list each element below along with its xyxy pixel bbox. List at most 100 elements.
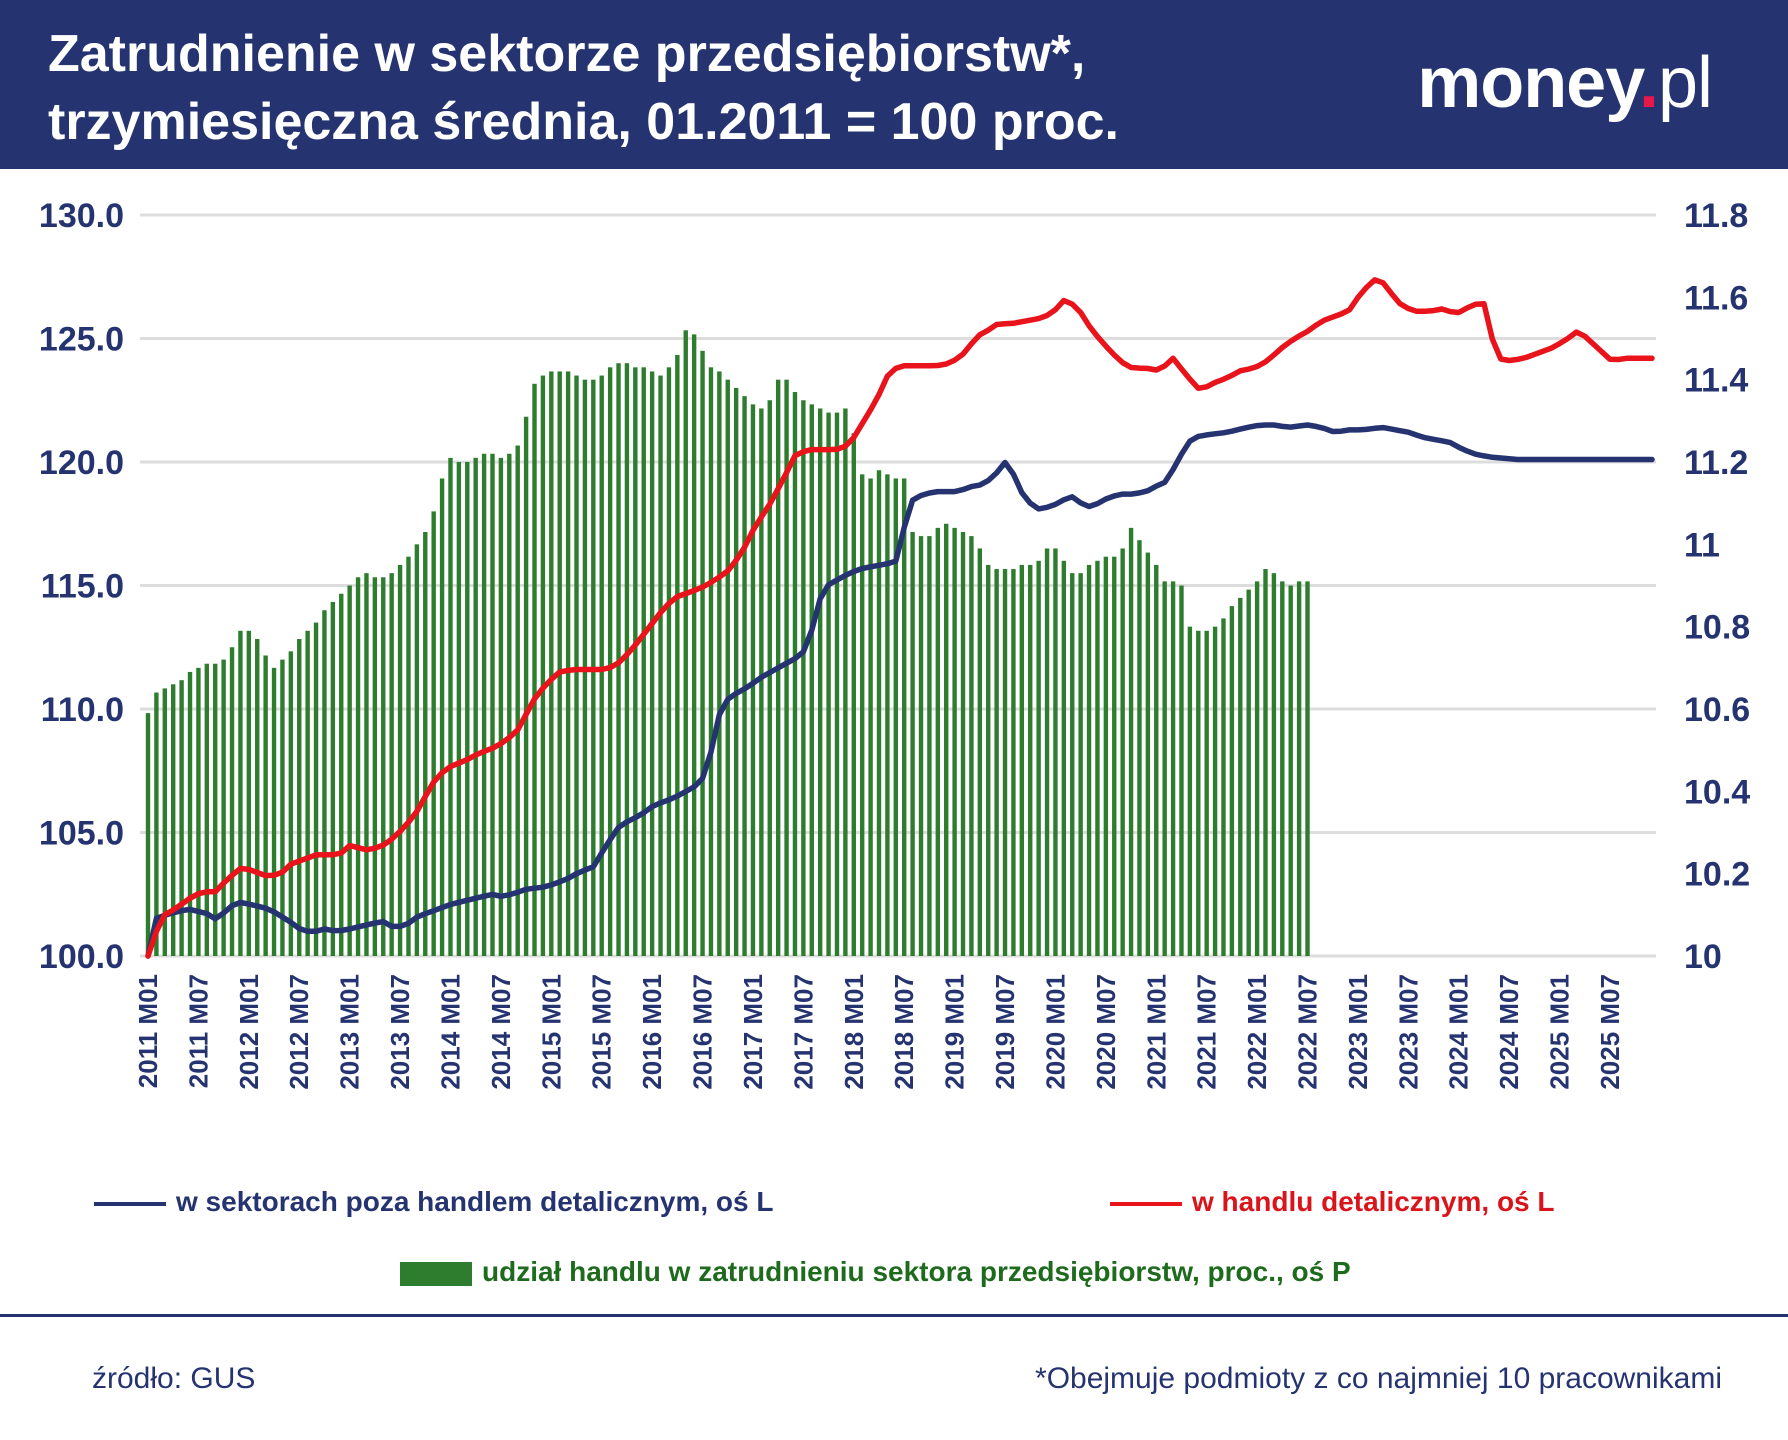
bar bbox=[1170, 581, 1176, 956]
bar bbox=[364, 573, 369, 956]
right-axis-tick-label: 10 bbox=[1684, 938, 1722, 976]
bar bbox=[1196, 630, 1201, 956]
x-axis-tick-label: 2014 M01 bbox=[435, 974, 465, 1090]
bar bbox=[229, 647, 235, 956]
bar bbox=[700, 350, 705, 957]
bar bbox=[540, 375, 546, 956]
x-axis-tick-label: 2018 M07 bbox=[889, 974, 919, 1090]
right-axis-tick-label: 11.8 bbox=[1684, 197, 1748, 235]
bar bbox=[1271, 573, 1277, 956]
bar bbox=[1162, 581, 1167, 956]
bar bbox=[1137, 540, 1142, 956]
footer-divider bbox=[0, 1314, 1788, 1317]
footnote: *Obejmuje podmioty z co najmniej 10 prac… bbox=[1035, 1362, 1722, 1395]
bar bbox=[1229, 606, 1235, 956]
x-axis-tick-label: 2023 M07 bbox=[1393, 974, 1423, 1090]
bar bbox=[557, 371, 562, 956]
bar bbox=[691, 334, 697, 957]
bar bbox=[372, 577, 378, 956]
bar bbox=[1212, 626, 1218, 956]
legend-green-swatch bbox=[400, 1261, 472, 1286]
bar bbox=[523, 416, 529, 956]
x-axis-tick-label: 2022 M07 bbox=[1293, 974, 1323, 1090]
x-axis-tick-label: 2011 M07 bbox=[183, 974, 213, 1088]
x-axis-tick-label: 2012 M07 bbox=[284, 974, 314, 1090]
bar bbox=[330, 601, 336, 956]
bar bbox=[1061, 560, 1067, 956]
brand-main: money bbox=[1417, 43, 1640, 123]
x-axis-tick-label: 2022 M01 bbox=[1242, 974, 1272, 1090]
bar bbox=[187, 671, 193, 956]
bar bbox=[305, 630, 310, 956]
bar bbox=[1019, 564, 1025, 956]
x-axis-tick-label: 2017 M07 bbox=[788, 974, 818, 1090]
bar bbox=[952, 527, 957, 956]
left-axis-tick-label: 125.0 bbox=[39, 321, 124, 359]
bar bbox=[1187, 626, 1193, 956]
bar bbox=[1288, 585, 1293, 956]
x-axis-tick-label: 2020 M07 bbox=[1091, 974, 1121, 1090]
bar bbox=[238, 630, 243, 956]
bar bbox=[918, 536, 924, 956]
brand-tld: pl bbox=[1657, 43, 1713, 123]
x-axis-tick-label: 2014 M07 bbox=[486, 974, 516, 1090]
bar bbox=[1002, 569, 1008, 956]
x-axis-tick-label: 2025 M01 bbox=[1545, 974, 1575, 1090]
bar bbox=[868, 478, 873, 956]
bar bbox=[1036, 560, 1041, 956]
bar bbox=[666, 367, 672, 956]
bar bbox=[154, 692, 159, 956]
bar bbox=[246, 630, 252, 956]
bar bbox=[456, 462, 462, 956]
brand-dot: . bbox=[1638, 43, 1659, 123]
bar bbox=[893, 478, 898, 956]
x-axis-tick-label: 2011 M01 bbox=[133, 974, 163, 1088]
x-axis-tick-label: 2019 M01 bbox=[940, 974, 970, 1090]
bar bbox=[675, 354, 680, 956]
bar bbox=[902, 478, 907, 956]
bar bbox=[507, 453, 512, 956]
source-note: źródło: GUS bbox=[92, 1362, 256, 1395]
x-axis-tick-label: 2019 M07 bbox=[990, 974, 1020, 1090]
bar bbox=[439, 478, 445, 956]
bar bbox=[179, 680, 184, 956]
chart-title-line-2: trzymiesięczna średnia, 01.2011 = 100 pr… bbox=[48, 93, 1119, 151]
bar bbox=[355, 577, 361, 956]
right-axis-tick-label: 10.2 bbox=[1684, 856, 1750, 894]
bar bbox=[960, 531, 966, 956]
bar bbox=[1070, 573, 1075, 956]
left-axis-tick-label: 120.0 bbox=[39, 444, 124, 482]
bar bbox=[834, 412, 840, 957]
right-axis-tick-label: 10.6 bbox=[1684, 691, 1750, 729]
bar bbox=[1011, 569, 1016, 956]
left-axis-tick-label: 110.0 bbox=[41, 691, 124, 729]
bar bbox=[162, 688, 168, 956]
bar bbox=[1280, 581, 1285, 956]
bar bbox=[1296, 581, 1302, 956]
legend-blue-swatch bbox=[94, 1201, 166, 1206]
x-axis-tick-label: 2012 M01 bbox=[234, 974, 264, 1090]
bar bbox=[322, 610, 327, 956]
left-axis-tick-label: 105.0 bbox=[39, 815, 124, 853]
bar bbox=[944, 523, 949, 956]
left-axis-ticks: 100.0 105.0 110.0 115.0 120.0 125.0 130.0 bbox=[39, 197, 124, 976]
x-axis-tick-label: 2023 M01 bbox=[1343, 974, 1373, 1090]
bar bbox=[658, 375, 663, 956]
bar bbox=[809, 404, 814, 956]
x-axis-tick-label: 2025 M07 bbox=[1595, 974, 1625, 1090]
bar bbox=[213, 663, 218, 956]
right-axis-tick-label: 11.2 bbox=[1684, 444, 1748, 482]
bar bbox=[1305, 581, 1310, 956]
legend-red-swatch bbox=[1110, 1201, 1182, 1206]
bar bbox=[406, 556, 411, 956]
right-axis-tick-label: 11.4 bbox=[1684, 362, 1748, 400]
legend-red-series: w handlu detalicznym, oś L bbox=[1110, 1186, 1555, 1218]
bar bbox=[473, 457, 478, 956]
money-pl-logo: money.pl bbox=[1417, 42, 1713, 124]
bar bbox=[498, 457, 504, 956]
bar bbox=[465, 462, 470, 956]
left-axis-tick-label: 100.0 bbox=[39, 938, 124, 976]
legend-blue-label: w sektorach poza handlem detalicznym, oś… bbox=[176, 1186, 774, 1217]
right-axis-tick-label: 10.8 bbox=[1684, 609, 1750, 647]
